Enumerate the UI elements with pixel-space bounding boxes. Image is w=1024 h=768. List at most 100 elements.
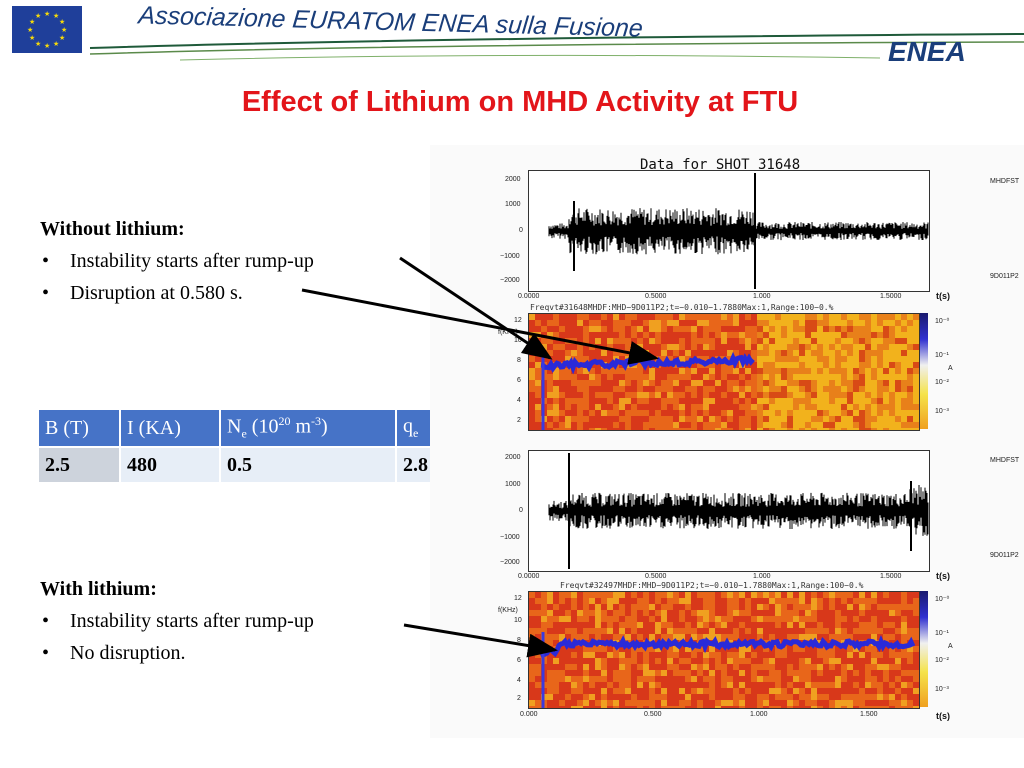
spectrogram-cell: [781, 664, 787, 670]
spectrogram-cell: [853, 344, 859, 350]
spectrogram-cell: [697, 398, 703, 404]
spectrogram-cell: [733, 326, 739, 332]
spectrogram-cell: [913, 422, 919, 428]
spectrogram-cell: [655, 326, 661, 332]
spectrogram-cell: [865, 688, 871, 694]
spectrogram-cell: [673, 682, 679, 688]
spectrogram-cell: [913, 604, 919, 610]
spectrogram-cell: [631, 604, 637, 610]
spectrogram-cell: [841, 694, 847, 700]
spectrogram-cell: [601, 604, 607, 610]
spectrogram-cell: [889, 706, 895, 708]
spectrogram-cell: [667, 350, 673, 356]
spectrogram-cell: [709, 676, 715, 682]
spectrogram-cell: [595, 628, 601, 634]
spectrogram-cell: [871, 410, 877, 416]
spectrogram-cell: [619, 332, 625, 338]
spectrogram-cell: [535, 320, 541, 326]
spectrogram-cell: [589, 332, 595, 338]
spectrogram-cell: [619, 646, 625, 652]
spectrogram-cell: [553, 410, 559, 416]
spectrogram-cell: [589, 374, 595, 380]
spectrogram-cell: [595, 646, 601, 652]
spectrogram-cell: [763, 380, 769, 386]
spectrogram-cell: [799, 362, 805, 368]
spectrogram-cell: [613, 622, 619, 628]
spectrogram-cell: [661, 646, 667, 652]
spectrogram-cell: [769, 706, 775, 708]
spectrogram-cell: [835, 320, 841, 326]
spectrogram-cell: [745, 598, 751, 604]
spectrogram-cell: [853, 338, 859, 344]
spectrogram-cell: [655, 628, 661, 634]
spectrogram-cell: [583, 694, 589, 700]
spectrogram-cell: [583, 622, 589, 628]
spectrogram-cell: [823, 344, 829, 350]
spectrogram-cell: [589, 646, 595, 652]
spectrogram-cell: [865, 314, 871, 320]
spectrogram-cell: [835, 410, 841, 416]
spectrogram-cell: [643, 592, 649, 598]
spectrogram-cell: [577, 592, 583, 598]
spectrogram-cell: [853, 598, 859, 604]
spectrogram-cell: [841, 326, 847, 332]
spectrogram-cell: [613, 416, 619, 422]
mhd-figure: Data for SHOT 31648 2000 1000 0 −1000 −2…: [430, 145, 1024, 738]
spectrogram-cell: [907, 386, 913, 392]
spectrogram-cell: [721, 314, 727, 320]
spectrogram-cell: [793, 362, 799, 368]
spectrogram-cell: [661, 706, 667, 708]
spectrogram-cell: [715, 332, 721, 338]
y-tick: 2: [517, 695, 521, 702]
spectrogram-cell: [679, 652, 685, 658]
spectrogram-cell: [835, 652, 841, 658]
spectrogram-cell: [907, 646, 913, 652]
spectrogram-cell: [715, 682, 721, 688]
spectrogram-cell: [727, 416, 733, 422]
spectrogram-cell: [853, 670, 859, 676]
spectrogram-cell: [613, 404, 619, 410]
mhd-mode-trace: [538, 634, 916, 658]
spectrogram-cell: [793, 610, 799, 616]
spectrogram-cell: [865, 610, 871, 616]
spectrogram-cell: [913, 320, 919, 326]
spectrogram-cell: [877, 428, 883, 430]
spectrogram-cell: [727, 658, 733, 664]
spectrogram-cell: [625, 416, 631, 422]
spectrogram-cell: [679, 688, 685, 694]
spectrogram-cell: [907, 326, 913, 332]
spectrogram-cell: [847, 380, 853, 386]
spectrogram-cell: [745, 610, 751, 616]
spectrogram-cell: [733, 598, 739, 604]
spectrogram-cell: [601, 700, 607, 706]
spectrogram-cell: [649, 386, 655, 392]
spectrogram-cell: [745, 658, 751, 664]
spectrogram-cell: [757, 428, 763, 430]
spectrogram-cell: [703, 682, 709, 688]
spectrogram-cell: [607, 652, 613, 658]
spectrogram-cell: [805, 338, 811, 344]
spectrogram-cell: [661, 658, 667, 664]
spectrogram-cell: [691, 338, 697, 344]
spectrogram-cell: [691, 670, 697, 676]
spectrogram-cell: [583, 634, 589, 640]
spectrogram-cell: [721, 616, 727, 622]
spectrogram-cell: [535, 688, 541, 694]
spectrogram-cell: [661, 386, 667, 392]
spectrogram-cell: [559, 622, 565, 628]
spectrogram-cell: [739, 634, 745, 640]
spectrogram-cell: [709, 332, 715, 338]
spectrogram-cell: [709, 350, 715, 356]
spectrogram-cell: [685, 332, 691, 338]
spectrogram-cell: [583, 616, 589, 622]
spectrogram-cell: [793, 428, 799, 430]
spectrogram-cell: [817, 320, 823, 326]
spectrogram-cell: [907, 428, 913, 430]
spectrogram-cell: [727, 670, 733, 676]
spectrogram-cell: [889, 670, 895, 676]
spectrogram-cell: [613, 688, 619, 694]
spectrogram-cell: [613, 676, 619, 682]
spectrogram-cell: [769, 622, 775, 628]
spectrogram-cell: [799, 622, 805, 628]
spectrogram-cell: [589, 622, 595, 628]
